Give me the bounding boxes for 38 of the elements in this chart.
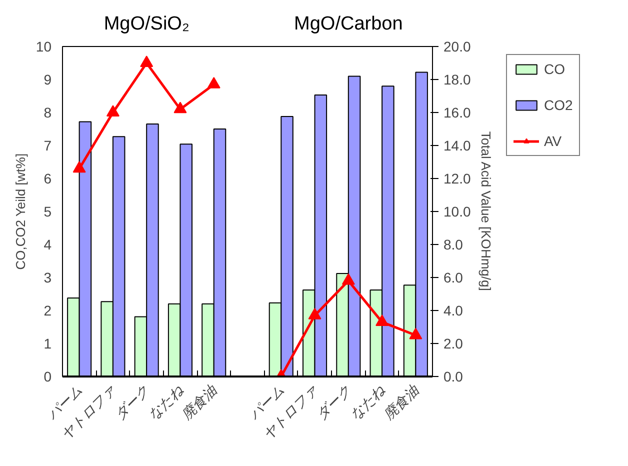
y2-tick-label: 20.0 [444,38,471,54]
point [106,105,120,116]
y2-tick-label: 8.0 [444,236,464,252]
point [308,308,322,320]
y-axis-title: CO,CO2 Yeild [wt%] [12,153,28,270]
text: MgO/SiO₂ [104,14,190,35]
y2-tick-label: 18.0 [444,72,471,88]
point [376,314,389,326]
y2-axis-title: Total Acid Value [KOHmg/g] [478,131,494,291]
legend-label: CO [544,61,565,77]
y-tick-label: 7 [44,138,52,154]
legend-label: AV [544,133,563,149]
point [342,273,355,285]
point [409,328,422,340]
y2-tick-label: 16.0 [444,104,471,120]
y-tick-label: 2 [44,302,52,318]
y-tick-label: 1 [44,336,52,352]
point [140,56,154,67]
text: MgO/Carbon [294,14,403,35]
y2-tick-label: 10.0 [444,204,471,220]
point [207,77,220,88]
point [72,161,86,173]
y2-tick-label: 0.0 [444,368,464,384]
y2-tick-label: 6.0 [444,270,464,286]
y-tick-label: 6 [44,170,52,186]
y-tick-label: 3 [44,270,52,286]
y-tick-label: 10 [36,38,52,54]
y-tick-label: 4 [44,236,52,252]
y-tick-label: 5 [44,204,52,220]
y2-tick-label: 14.0 [444,138,471,154]
y2-tick-label: 2.0 [444,336,464,352]
y2-tick-label: 4.0 [444,302,464,318]
legend-label: CO2 [544,97,573,113]
y-tick-label: 9 [44,72,52,88]
point [174,102,187,114]
y-tick-label: 8 [44,104,52,120]
y2-tick-label: 12.0 [444,170,471,186]
y-tick-label: 0 [44,368,52,384]
